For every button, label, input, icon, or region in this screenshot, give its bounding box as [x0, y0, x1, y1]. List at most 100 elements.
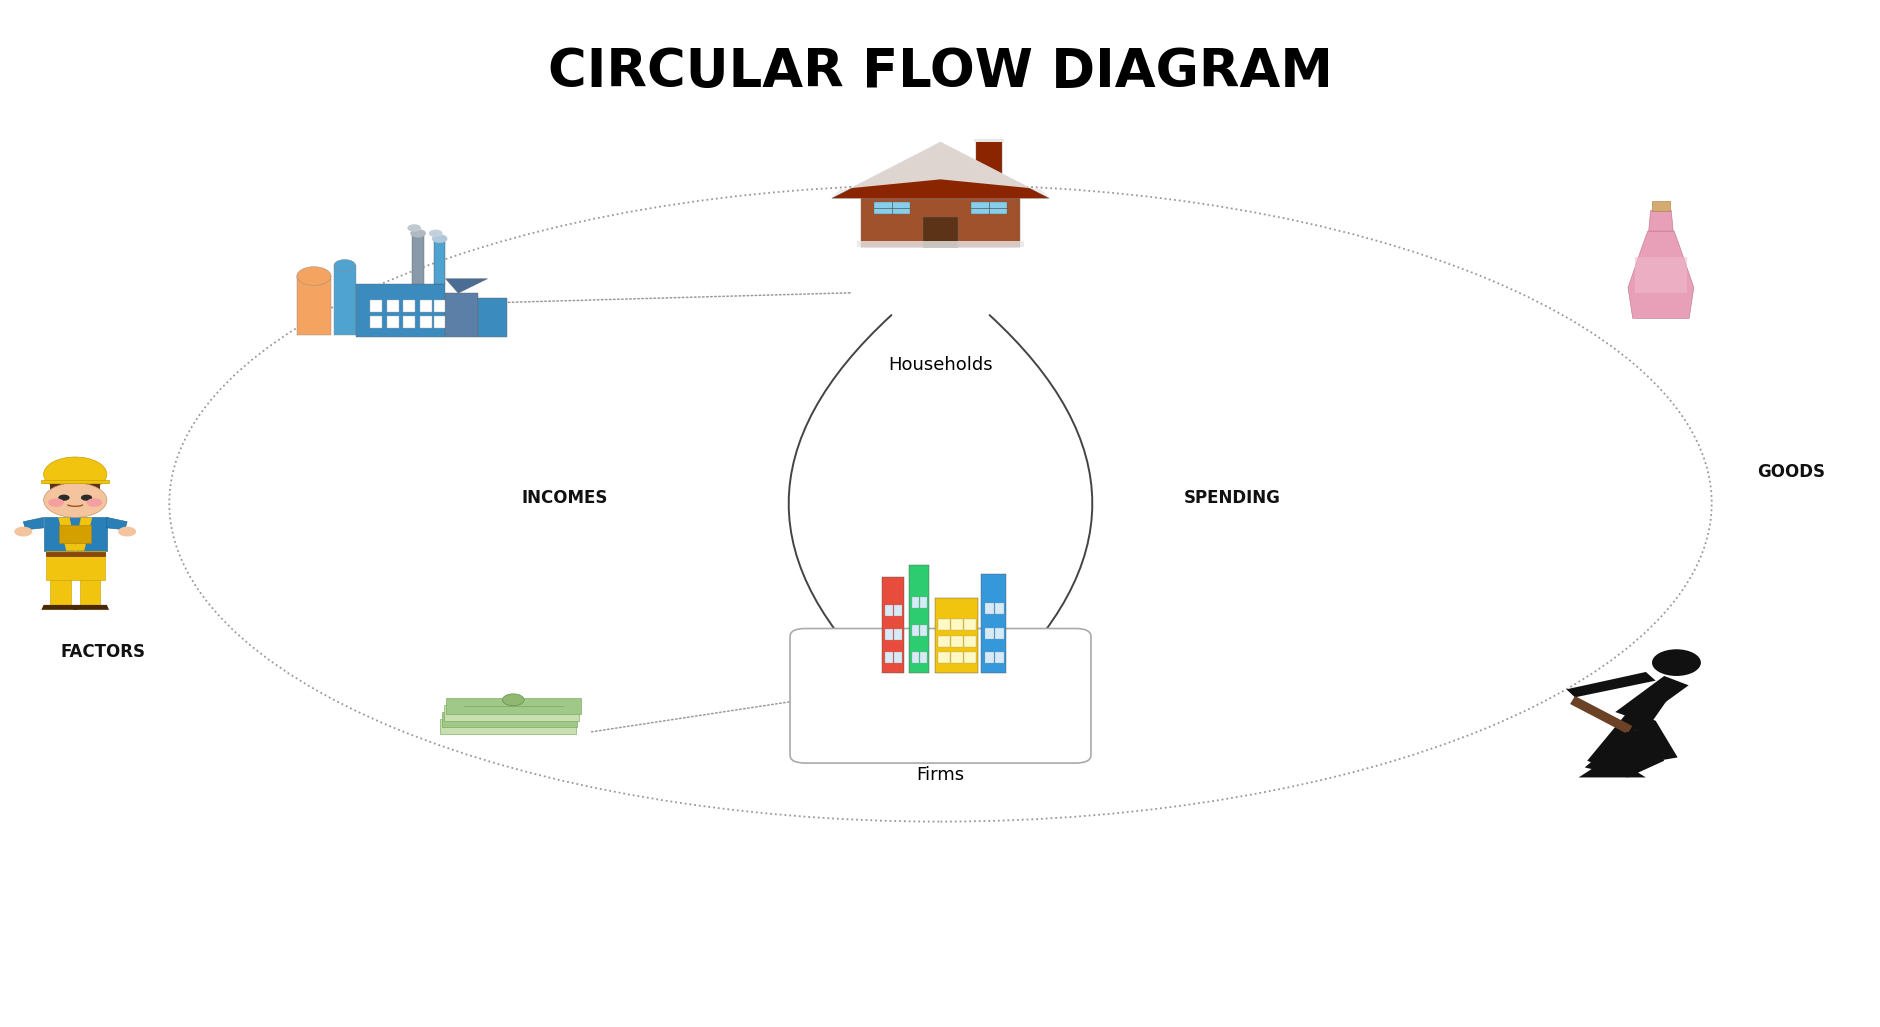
Text: Households: Households: [887, 355, 993, 374]
Polygon shape: [893, 605, 902, 616]
Polygon shape: [919, 597, 927, 608]
Polygon shape: [1566, 672, 1654, 697]
Circle shape: [335, 260, 355, 271]
Polygon shape: [951, 636, 963, 647]
Polygon shape: [402, 300, 415, 312]
FancyArrowPatch shape: [487, 293, 850, 303]
Polygon shape: [1636, 714, 1677, 761]
Polygon shape: [370, 300, 382, 312]
FancyBboxPatch shape: [790, 629, 1090, 763]
Polygon shape: [387, 300, 399, 312]
Polygon shape: [857, 240, 1023, 248]
Polygon shape: [912, 624, 919, 636]
Circle shape: [118, 527, 135, 536]
Polygon shape: [51, 580, 71, 605]
Text: Firms: Firms: [916, 766, 964, 785]
Polygon shape: [444, 705, 579, 721]
Polygon shape: [1583, 729, 1664, 777]
Polygon shape: [297, 276, 331, 335]
Polygon shape: [41, 480, 109, 483]
Polygon shape: [419, 315, 432, 329]
Circle shape: [297, 267, 331, 286]
Polygon shape: [1615, 676, 1688, 721]
Polygon shape: [1626, 685, 1671, 734]
Polygon shape: [995, 652, 1004, 663]
Polygon shape: [951, 618, 963, 630]
Circle shape: [432, 234, 447, 243]
Polygon shape: [23, 518, 43, 530]
Polygon shape: [43, 518, 107, 550]
Polygon shape: [934, 598, 978, 673]
Polygon shape: [58, 518, 77, 550]
Polygon shape: [963, 652, 976, 663]
Polygon shape: [908, 565, 929, 673]
Polygon shape: [1570, 696, 1632, 734]
Polygon shape: [73, 518, 92, 550]
Polygon shape: [893, 629, 902, 640]
Polygon shape: [963, 618, 976, 630]
Polygon shape: [370, 315, 382, 329]
Circle shape: [81, 495, 92, 501]
Polygon shape: [402, 315, 415, 329]
Circle shape: [86, 498, 102, 507]
Polygon shape: [1628, 231, 1692, 318]
Polygon shape: [963, 636, 976, 647]
Polygon shape: [419, 300, 432, 312]
Polygon shape: [45, 551, 105, 556]
Polygon shape: [951, 652, 963, 663]
Polygon shape: [983, 603, 993, 614]
Polygon shape: [45, 550, 105, 580]
Polygon shape: [912, 597, 919, 608]
Polygon shape: [981, 574, 1006, 673]
Text: INCOMES: INCOMES: [521, 489, 607, 507]
Polygon shape: [885, 629, 893, 640]
Circle shape: [15, 527, 32, 536]
Polygon shape: [107, 518, 128, 530]
Polygon shape: [938, 636, 949, 647]
Polygon shape: [446, 697, 581, 714]
Polygon shape: [1651, 201, 1669, 211]
Polygon shape: [73, 605, 109, 610]
Polygon shape: [446, 278, 487, 293]
Polygon shape: [861, 198, 1019, 248]
Polygon shape: [970, 201, 1006, 215]
Polygon shape: [912, 652, 919, 663]
Polygon shape: [882, 577, 904, 673]
Polygon shape: [434, 315, 446, 329]
Polygon shape: [976, 141, 1002, 178]
Polygon shape: [434, 300, 446, 312]
Polygon shape: [919, 624, 927, 636]
Polygon shape: [919, 652, 927, 663]
Polygon shape: [983, 652, 993, 663]
Polygon shape: [478, 299, 508, 338]
Polygon shape: [938, 618, 949, 630]
Polygon shape: [921, 217, 959, 248]
Polygon shape: [974, 139, 1004, 142]
Circle shape: [429, 230, 442, 237]
Polygon shape: [41, 605, 77, 610]
Polygon shape: [885, 652, 893, 663]
Polygon shape: [938, 652, 949, 663]
Polygon shape: [440, 719, 575, 734]
Circle shape: [58, 495, 70, 501]
Polygon shape: [79, 580, 100, 605]
Polygon shape: [43, 483, 107, 489]
Polygon shape: [434, 241, 446, 284]
Polygon shape: [995, 627, 1004, 639]
Polygon shape: [335, 265, 355, 335]
Polygon shape: [355, 284, 446, 338]
Polygon shape: [831, 142, 1049, 197]
Polygon shape: [51, 484, 100, 490]
Polygon shape: [1634, 257, 1686, 293]
Polygon shape: [995, 603, 1004, 614]
Polygon shape: [412, 236, 423, 284]
Polygon shape: [885, 605, 893, 616]
Polygon shape: [831, 143, 1049, 198]
Polygon shape: [387, 315, 399, 329]
FancyArrowPatch shape: [590, 699, 808, 732]
Polygon shape: [1587, 712, 1643, 767]
Polygon shape: [446, 293, 478, 338]
Polygon shape: [442, 712, 577, 727]
Circle shape: [43, 483, 107, 518]
Polygon shape: [1577, 756, 1645, 777]
